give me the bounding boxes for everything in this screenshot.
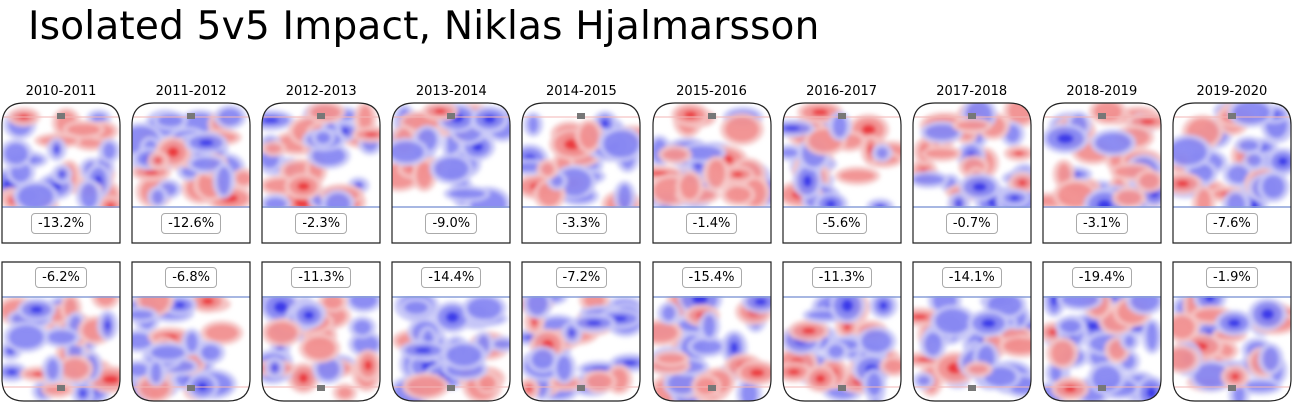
impact-value: -1.4% [685,213,738,234]
season-label: 2014-2015 [545,84,617,99]
offence-impact-label: -3.3% [522,212,640,234]
defence-impact-label: -1.9% [1173,266,1291,288]
chart-title: Isolated 5v5 Impact, Niklas Hjalmarsson [28,4,820,49]
offence-impact-label: -12.6% [132,212,250,234]
offence-rink-2017-2018 [912,102,1032,244]
defence-rink-2010-2011 [1,261,121,402]
impact-value: -13.2% [31,213,91,234]
net-marker [837,113,846,119]
season-label: 2015-2016 [676,84,747,99]
impact-value: -1.9% [1206,267,1258,288]
net-marker [707,113,716,119]
offence-rink-2014-2015 [521,102,641,244]
net-marker [57,113,65,119]
net-marker [447,385,456,391]
offence-rink-2013-2014 [391,102,511,244]
net-marker [967,385,976,391]
offence-rink-2015-2016 [651,102,772,244]
defence-rink-2013-2014 [391,261,511,402]
impact-value: -12.6% [161,213,222,234]
impact-value: -11.3% [811,267,872,288]
net-marker [317,385,326,391]
defence-rink-2019-2020 [1172,261,1292,402]
defence-impact-label: -14.1% [913,266,1031,288]
net-marker [57,385,65,391]
defence-impact-label: -11.3% [262,266,380,288]
impact-value: -6.8% [165,267,217,288]
impact-value: -14.4% [421,267,482,288]
defence-impact-label: -6.8% [132,266,250,288]
offence-impact-label: -9.0% [392,212,510,234]
defence-rink-2015-2016 [651,261,772,402]
offence-impact-label: -5.6% [783,212,901,234]
defence-impact-label: -14.4% [392,266,510,288]
impact-value: -7.6% [1206,213,1258,234]
net-marker [1227,385,1236,391]
defence-impact-label: -6.2% [2,266,120,288]
net-marker [967,113,976,119]
net-marker [707,385,716,391]
net-marker [1227,113,1236,119]
season-label: 2017-2018 [936,84,1008,99]
impact-value: -9.0% [425,213,478,234]
defence-rink-2017-2018 [912,261,1032,402]
offence-impact-label: -3.1% [1043,212,1161,234]
net-marker [187,385,196,391]
net-marker [1097,385,1106,391]
net-marker [187,113,196,119]
impact-value: -7.2% [555,267,608,288]
net-marker [577,385,586,391]
defence-impact-label: -7.2% [522,266,640,288]
offence-impact-label: -2.3% [262,212,380,234]
impact-value: -11.3% [291,267,352,288]
defence-impact-label: -19.4% [1043,266,1161,288]
impact-value: -15.4% [681,267,742,288]
defence-rink-2018-2019 [1042,261,1162,402]
offence-rink-2010-2011 [1,102,121,244]
season-label: 2019-2020 [1196,84,1268,99]
impact-value: -19.4% [1071,267,1132,288]
net-marker [317,113,326,119]
defence-rink-2011-2012 [131,261,251,402]
impact-value: -5.6% [815,213,868,234]
impact-value: -6.2% [35,267,87,288]
offence-rink-2019-2020 [1172,102,1292,244]
season-label: 2016-2017 [806,84,878,99]
impact-value: -0.7% [945,213,998,234]
offence-rink-2016-2017 [781,102,902,244]
season-label: 2013-2014 [415,84,487,99]
offence-rink-2018-2019 [1042,102,1162,244]
net-marker [447,113,456,119]
offence-impact-label: -0.7% [913,212,1031,234]
defence-rink-2012-2013 [261,261,381,402]
impact-value: -14.1% [941,267,1002,288]
net-marker [1097,113,1106,119]
defence-impact-label: -11.3% [783,266,901,288]
defence-rink-2016-2017 [781,261,902,402]
offence-impact-label: -13.2% [2,212,120,234]
offence-impact-label: -7.6% [1173,212,1291,234]
defence-rink-2014-2015 [521,261,641,402]
offence-impact-label: -1.4% [653,212,771,234]
impact-value: -3.1% [1075,213,1128,234]
season-label: 2018-2019 [1066,84,1138,99]
season-label: 2012-2013 [285,84,357,99]
impact-value: -2.3% [295,213,348,234]
season-label: 2011-2012 [155,84,227,99]
net-marker [577,113,586,119]
impact-value: -3.3% [555,213,608,234]
net-marker [837,385,846,391]
season-label: 2010-2011 [25,84,97,99]
defence-impact-label: -15.4% [653,266,771,288]
